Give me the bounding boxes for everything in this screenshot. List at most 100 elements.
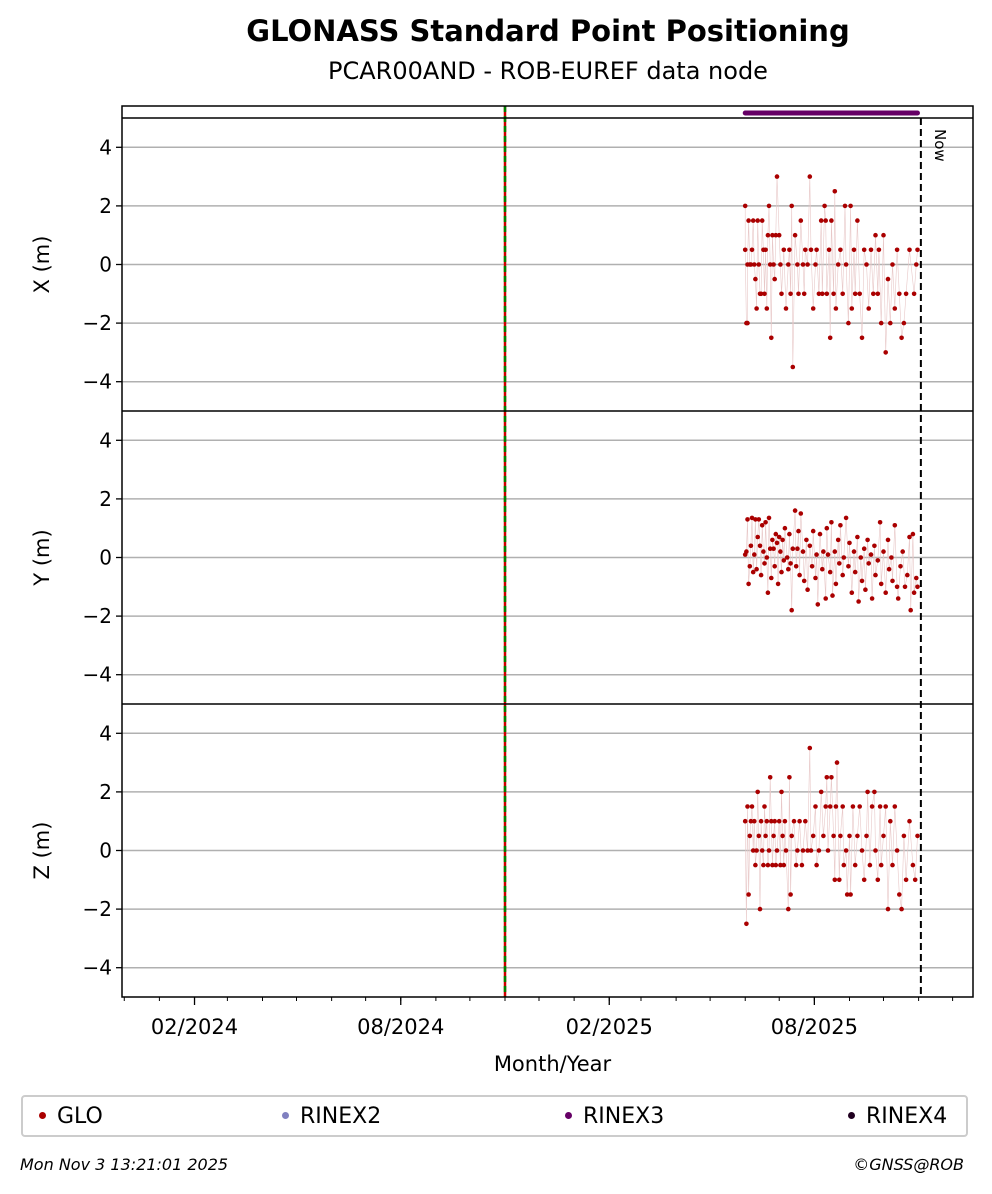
data-point (761, 862, 766, 868)
data-point (772, 818, 777, 824)
data-point (746, 218, 751, 223)
data-point (772, 564, 777, 569)
data-point (842, 203, 848, 209)
footer-timestamp: Mon Nov 3 13:21:01 2025 (20, 1155, 229, 1174)
data-point (825, 848, 831, 853)
data-point (914, 262, 919, 267)
data-point (753, 862, 758, 868)
data-point (766, 848, 772, 853)
data-point (835, 537, 841, 543)
data-point (878, 581, 884, 587)
data-point (899, 335, 904, 341)
data-point (791, 818, 797, 824)
data-point (832, 877, 838, 883)
data-point (827, 804, 833, 809)
legend-label-rinex2: RINEX2 (300, 1104, 382, 1129)
data-point (758, 818, 764, 824)
y-tick-label: 2 (99, 487, 112, 511)
data-point (747, 833, 753, 839)
data-point (776, 818, 782, 824)
data-point (851, 247, 857, 253)
data-point (763, 520, 768, 525)
data-point (759, 218, 765, 223)
data-point (814, 862, 819, 868)
data-point (776, 534, 782, 540)
data-point (846, 564, 851, 569)
legend-item-rinex3: RINEX3 (565, 1104, 664, 1129)
legend-label-glo: GLO (57, 1104, 103, 1129)
data-point (905, 572, 910, 578)
data-point (779, 291, 784, 297)
data-point (803, 247, 808, 253)
data-point (857, 291, 862, 297)
data-point (805, 262, 810, 267)
data-point (873, 848, 878, 853)
data-point (883, 590, 888, 595)
data-point (755, 534, 760, 540)
data-point (868, 247, 874, 253)
data-point (881, 232, 886, 238)
data-point (890, 578, 895, 584)
data-point (809, 564, 815, 569)
data-point (829, 775, 834, 780)
data-point (753, 517, 758, 522)
data-point (897, 291, 902, 297)
data-point (885, 906, 891, 912)
data-point (773, 862, 779, 868)
data-point (752, 818, 757, 824)
data-point (914, 575, 919, 581)
data-point (869, 596, 875, 601)
data-point (745, 517, 750, 522)
y-tick-label: −4 (83, 370, 112, 394)
data-point (781, 247, 787, 253)
data-point (894, 247, 900, 253)
data-point (784, 555, 790, 560)
legend-item-rinex4: RINEX4 (848, 1104, 947, 1129)
data-point (877, 804, 883, 809)
data-point (748, 543, 754, 549)
data-point (815, 602, 821, 607)
data-point (831, 291, 836, 297)
data-point (807, 745, 813, 751)
data-point (786, 262, 791, 267)
data-point (742, 247, 748, 253)
legend: GLO RINEX2 RINEX3 RINEX4 (21, 1095, 968, 1137)
data-point (810, 528, 816, 534)
data-point (875, 558, 881, 563)
data-point (855, 534, 860, 540)
data-point (823, 804, 828, 809)
data-point (823, 596, 828, 601)
data-point (838, 523, 843, 528)
data-point (747, 564, 753, 569)
data-point (778, 862, 783, 868)
data-point (790, 364, 796, 370)
data-point (824, 525, 830, 531)
data-point (810, 306, 816, 311)
data-point (790, 546, 796, 551)
data-point (801, 578, 807, 584)
legend-item-glo: GLO (39, 1104, 103, 1129)
data-point (910, 862, 916, 868)
x-tick-label: 08/2025 (771, 1015, 858, 1039)
data-point (746, 892, 751, 897)
data-point (888, 320, 893, 326)
data-point (878, 320, 884, 326)
data-point (756, 262, 762, 267)
data-point (852, 569, 858, 575)
data-point (892, 523, 898, 528)
data-point (758, 572, 764, 578)
data-point (859, 848, 865, 853)
data-point (771, 262, 776, 267)
y-tick-label: 2 (99, 194, 112, 218)
data-point (861, 546, 867, 551)
data-point (761, 549, 766, 554)
data-point (866, 306, 871, 311)
data-point (763, 833, 768, 839)
data-point (838, 833, 843, 839)
data-point (754, 848, 759, 853)
data-point (883, 350, 888, 355)
data-point (847, 833, 852, 839)
data-point (750, 848, 756, 853)
data-point (900, 549, 905, 554)
plot-frame (121, 105, 974, 998)
